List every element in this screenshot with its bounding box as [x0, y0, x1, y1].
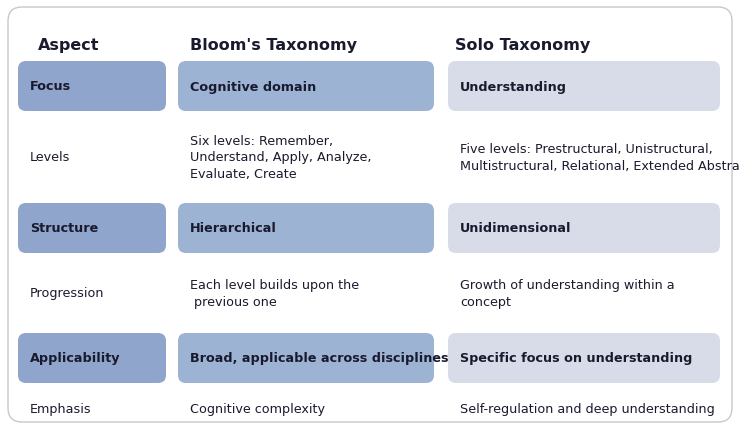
Text: Solo Taxonomy: Solo Taxonomy [455, 38, 591, 53]
Text: Growth of understanding within a
concept: Growth of understanding within a concept [460, 279, 675, 308]
Text: Progression: Progression [30, 287, 104, 300]
Text: Applicability: Applicability [30, 352, 121, 365]
FancyBboxPatch shape [448, 203, 720, 253]
Text: Emphasis: Emphasis [30, 402, 92, 415]
FancyBboxPatch shape [448, 333, 720, 383]
Text: Aspect: Aspect [38, 38, 99, 53]
Text: Cognitive complexity: Cognitive complexity [190, 402, 325, 415]
Text: Bloom's Taxonomy: Bloom's Taxonomy [190, 38, 357, 53]
Text: Hierarchical: Hierarchical [190, 222, 277, 235]
Text: Structure: Structure [30, 222, 98, 235]
Text: Understanding: Understanding [460, 80, 567, 93]
Text: Each level builds upon the
 previous one: Each level builds upon the previous one [190, 279, 359, 308]
FancyBboxPatch shape [178, 203, 434, 253]
Text: Focus: Focus [30, 80, 71, 93]
Text: Cognitive domain: Cognitive domain [190, 80, 316, 93]
Text: Self-regulation and deep understanding: Self-regulation and deep understanding [460, 402, 715, 415]
Text: Specific focus on understanding: Specific focus on understanding [460, 352, 693, 365]
FancyBboxPatch shape [448, 62, 720, 112]
Text: Levels: Levels [30, 151, 70, 164]
FancyBboxPatch shape [178, 333, 434, 383]
FancyBboxPatch shape [8, 8, 732, 422]
FancyBboxPatch shape [178, 62, 434, 112]
Text: Five levels: Prestructural, Unistructural,
Multistructural, Relational, Extended: Five levels: Prestructural, Unistructura… [460, 143, 740, 172]
FancyBboxPatch shape [18, 62, 166, 112]
Text: Six levels: Remember,
Understand, Apply, Analyze,
Evaluate, Create: Six levels: Remember, Understand, Apply,… [190, 135, 371, 181]
Text: Broad, applicable across disciplines: Broad, applicable across disciplines [190, 352, 448, 365]
Text: Unidimensional: Unidimensional [460, 222, 571, 235]
FancyBboxPatch shape [18, 333, 166, 383]
FancyBboxPatch shape [18, 203, 166, 253]
